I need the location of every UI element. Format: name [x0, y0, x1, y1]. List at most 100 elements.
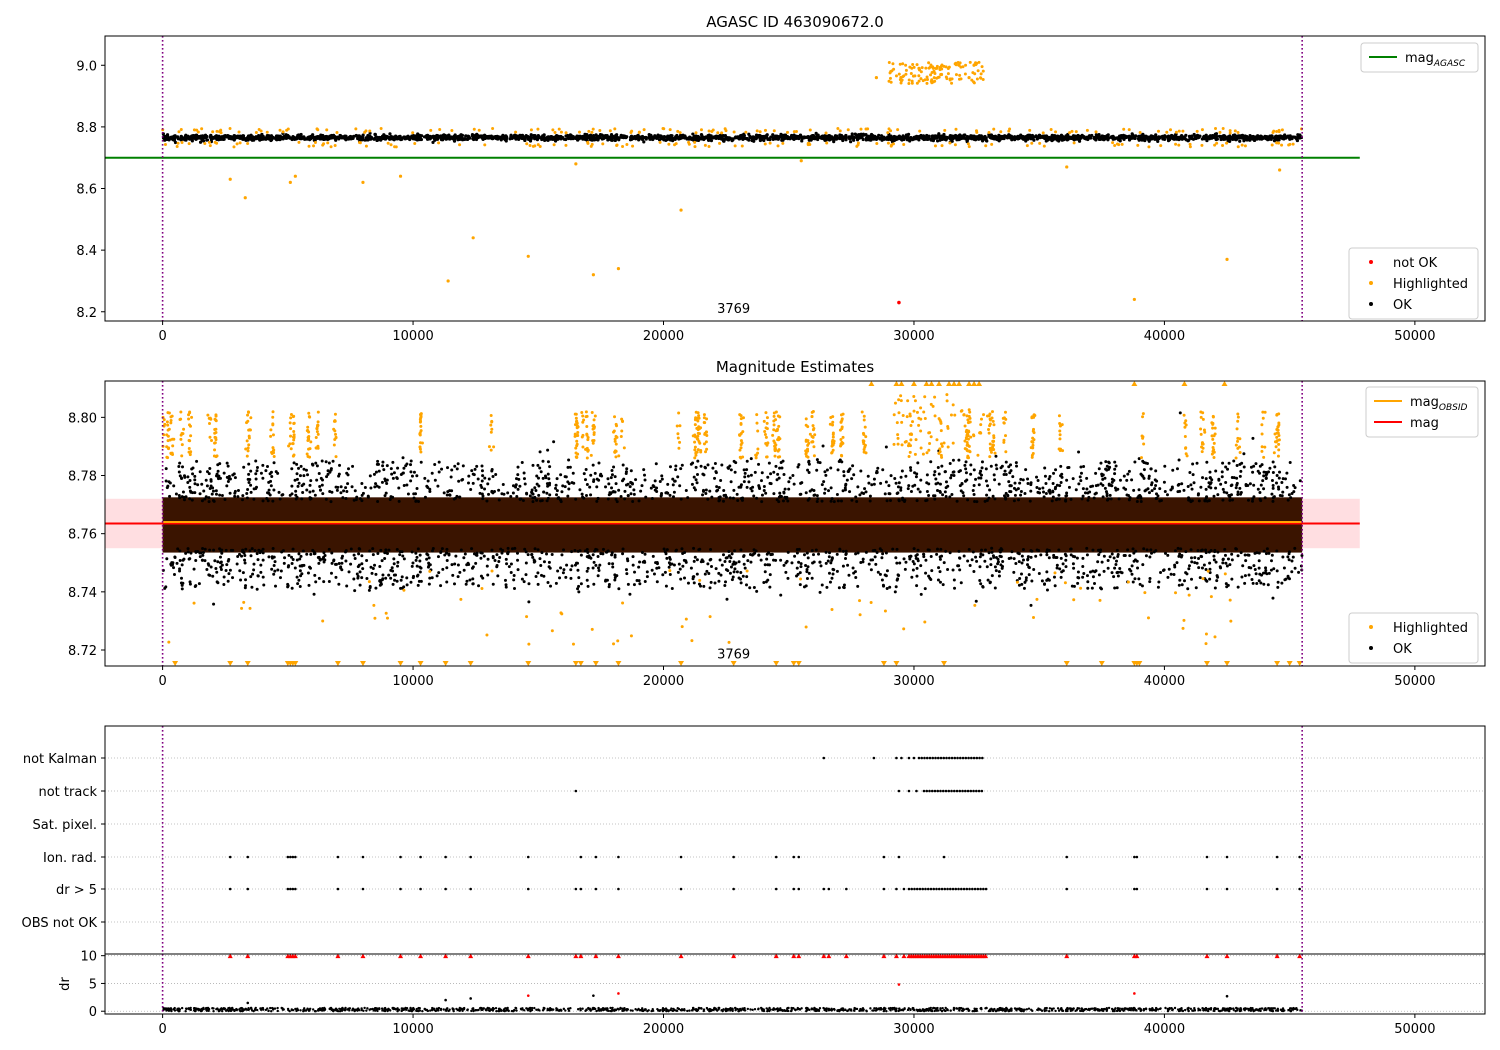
ok-point [335, 488, 339, 492]
ok-point [936, 465, 940, 469]
ok-point [378, 564, 382, 568]
ok-point [868, 499, 872, 503]
highlighted-point [824, 131, 828, 135]
ok-point [983, 499, 987, 503]
ok-point [1077, 450, 1081, 454]
ok-point [451, 573, 455, 577]
ok-point [750, 489, 754, 493]
ok-point [559, 473, 563, 477]
ok-point [829, 486, 833, 490]
highlighted-point [763, 142, 767, 146]
highlighted-point [398, 174, 403, 178]
ok-point [436, 484, 440, 488]
ok-point [253, 549, 257, 553]
ok-point [617, 587, 621, 591]
ok-point [298, 557, 302, 561]
ok-point [663, 550, 667, 554]
highlighted-point [1240, 143, 1244, 147]
ok-point [1072, 584, 1076, 588]
highlighted-point [1085, 128, 1089, 132]
ok-point [1122, 554, 1126, 558]
ok-point [367, 588, 371, 592]
ok-point [804, 491, 808, 495]
ok-point [545, 552, 549, 556]
ok-point [299, 464, 303, 468]
ok-point [1021, 558, 1025, 562]
ok-point [1149, 548, 1153, 552]
ok-point [875, 551, 879, 555]
ok-point [188, 497, 192, 501]
ok-point [1020, 561, 1024, 565]
ok-point [384, 491, 388, 495]
x-tick-label: 10000 [392, 329, 433, 344]
ok-point [703, 572, 707, 576]
ok-point [821, 444, 825, 448]
ok-point [935, 547, 939, 551]
ok-point [555, 136, 559, 141]
ok-point [243, 586, 247, 590]
ok-point [344, 559, 348, 563]
highlighted-point [758, 130, 762, 134]
highlighted-point [613, 127, 617, 131]
ok-point [1169, 488, 1173, 492]
highlighted-point [891, 142, 895, 146]
ok-point [1017, 498, 1021, 502]
ok-point [810, 576, 814, 580]
highlighted-point [981, 69, 985, 73]
ok-point [1204, 567, 1208, 571]
ok-point [950, 492, 954, 496]
ok-point [516, 487, 520, 491]
ok-point [1087, 135, 1091, 139]
ok-point [791, 474, 795, 478]
ok-point [1138, 582, 1142, 586]
ok-point [644, 495, 648, 499]
ok-point [1144, 554, 1148, 558]
ok-point [249, 137, 253, 141]
ok-point [742, 480, 746, 484]
ok-point [835, 552, 839, 556]
ok-point [1175, 467, 1179, 471]
ok-point [684, 135, 688, 140]
ok-point [1238, 136, 1242, 140]
ok-point [311, 133, 315, 137]
ok-point [733, 549, 737, 553]
ok-point [180, 477, 184, 481]
ok-point [433, 462, 437, 466]
ok-point [642, 140, 646, 144]
ok-point [495, 553, 499, 557]
ok-point [868, 494, 872, 498]
ok-point [747, 480, 751, 484]
highlighted-point [970, 78, 974, 82]
ok-point [228, 568, 232, 572]
ok-point [1146, 136, 1150, 140]
ok-point [271, 546, 275, 550]
ok-point [389, 136, 393, 140]
ok-point [459, 548, 463, 552]
ok-point [204, 478, 208, 482]
ok-point [702, 584, 706, 588]
ok-point [1043, 134, 1047, 139]
ok-point [181, 490, 185, 494]
highlighted-point [1214, 127, 1218, 131]
ok-point [943, 490, 947, 494]
ok-point [643, 473, 647, 477]
ok-point [1081, 494, 1085, 498]
ok-point [757, 462, 761, 466]
ok-point [878, 572, 882, 576]
ok-point [1082, 571, 1086, 575]
ok-point [634, 135, 638, 140]
ok-point [593, 138, 597, 142]
highlighted-point [601, 142, 605, 146]
ok-point [434, 137, 438, 141]
ok-point [1208, 567, 1212, 571]
ok-point [844, 136, 848, 140]
ok-point [287, 564, 291, 568]
ok-point [1195, 461, 1199, 465]
ok-point [509, 562, 513, 566]
ok-point [763, 563, 767, 567]
ok-point [597, 566, 601, 570]
highlighted-point [235, 142, 239, 146]
ok-point [1191, 473, 1195, 477]
ok-point [226, 464, 230, 468]
